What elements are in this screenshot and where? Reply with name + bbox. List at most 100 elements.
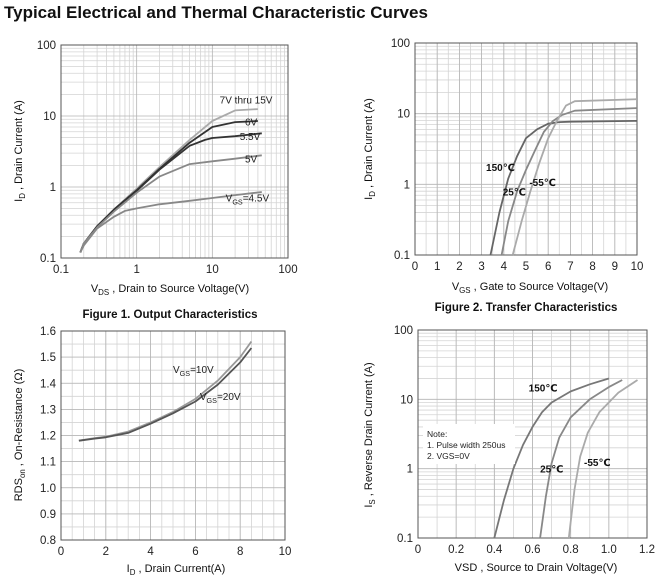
x-tick-label: 2 — [103, 546, 109, 558]
x-tick-label: 4 — [147, 546, 154, 558]
x-tick-label: 10 — [279, 546, 292, 558]
x-tick-label: 6 — [545, 261, 551, 273]
y-tick-label: 10 — [400, 394, 413, 406]
curve-label: VGS=10V — [173, 365, 214, 378]
x-tick-label: 0.2 — [448, 544, 464, 556]
y-tick-label: 1.5 — [40, 352, 56, 364]
series-line — [500, 107, 638, 256]
note-line: 1. Pulse width 250us — [427, 440, 505, 450]
y-axis-label: ID , Drain Current (A) — [13, 100, 27, 202]
y-tick-label: 10 — [43, 111, 56, 123]
x-tick-label: 3 — [478, 261, 484, 273]
y-axis-label: ID , Drain Current (A) — [363, 98, 377, 200]
y-tick-label: 1.6 — [40, 326, 56, 338]
y-tick-label: 0.1 — [397, 533, 413, 545]
x-tick-label: 1.0 — [601, 544, 617, 556]
x-tick-label: 100 — [278, 264, 297, 276]
x-axis-label: ID , Drain Current(A) — [127, 563, 226, 577]
y-tick-label: 100 — [391, 38, 410, 50]
y-tick-label: 0.9 — [40, 509, 56, 521]
x-tick-label: 10 — [206, 264, 219, 276]
curve-label: 150℃ — [486, 163, 515, 174]
output-characteristics-chart: 0.1 1 10 100 0.1 1 10 100 7V thru 15V 6V 5.5V 5V VGS… — [13, 40, 298, 321]
y-tick-label: 1 — [404, 179, 410, 191]
y-tick-label: 1.2 — [40, 431, 56, 443]
series-line — [78, 340, 253, 442]
page-title: Typical Electrical and Thermal Character… — [4, 3, 428, 22]
plot-frame — [60, 330, 286, 541]
x-tick-label: 8 — [237, 546, 243, 558]
grid — [60, 330, 286, 541]
x-tick-label: 8 — [589, 261, 595, 273]
curve-label: 5.5V — [240, 132, 261, 143]
x-tick-label: 10 — [631, 261, 644, 273]
y-tick-label: 1 — [407, 464, 413, 476]
y-axis-label: IS , Reverse Drain Current (A) — [363, 362, 377, 507]
reverse-drain-current-chart: 0 0.2 0.4 0.6 0.8 1.0 1.2 0.1 1 10 100 150℃ 25℃ -55℃ N… — [363, 325, 655, 574]
series-line — [493, 377, 610, 539]
x-tick-label: 2 — [456, 261, 462, 273]
y-tick-label: 1.1 — [40, 457, 56, 469]
curve-label: VGS=4.5V — [226, 194, 270, 207]
figure-caption: Figure 1. Output Characteristics — [82, 309, 257, 321]
x-axis-label: VGS , Gate to Source Voltage(V) — [452, 281, 608, 295]
curve-label: 150℃ — [529, 383, 558, 394]
curve-label: -55℃ — [584, 458, 611, 469]
y-tick-label: 0.8 — [40, 535, 56, 547]
series-line — [79, 132, 262, 253]
y-tick-label: 100 — [37, 40, 56, 52]
x-tick-label: 6 — [192, 546, 198, 558]
y-tick-label: 1.0 — [40, 483, 56, 495]
plot-frame — [60, 44, 289, 259]
y-axis-label: RDSon , On-Resistance (Ω) — [13, 369, 27, 502]
x-tick-label: 1 — [434, 261, 440, 273]
x-tick-label: 9 — [612, 261, 618, 273]
grid — [60, 44, 289, 259]
curve-label: 5V — [245, 155, 258, 166]
x-tick-label: 0.8 — [563, 544, 579, 556]
y-tick-label: 0.1 — [394, 250, 410, 262]
curve-label: 25℃ — [503, 187, 526, 198]
plot-frame — [414, 42, 638, 256]
x-tick-label: 0.4 — [486, 544, 503, 556]
curve-label: VGS=20V — [200, 392, 241, 405]
y-tick-label: 1.3 — [40, 404, 56, 416]
x-tick-label: 0 — [58, 546, 64, 558]
x-tick-label: 1.2 — [639, 544, 655, 556]
series-line — [79, 191, 262, 253]
y-tick-label: 1.4 — [40, 378, 57, 390]
x-axis-label: VDS , Drain to Source Voltage(V) — [91, 283, 249, 297]
grid — [414, 42, 638, 256]
y-tick-label: 100 — [394, 325, 413, 337]
note-line: Note: — [427, 429, 447, 439]
y-tick-label: 0.1 — [40, 253, 56, 265]
note-line: 2. VGS=0V — [427, 451, 470, 461]
x-tick-label: 0.6 — [525, 544, 541, 556]
note-background — [423, 424, 515, 464]
curve-label: 25℃ — [540, 465, 563, 476]
y-tick-label: 10 — [397, 109, 410, 121]
x-tick-label: 0 — [412, 261, 418, 273]
y-tick-label: 1 — [50, 182, 56, 194]
series-line — [78, 347, 253, 442]
x-tick-label: 5 — [523, 261, 529, 273]
series-line — [489, 120, 638, 256]
x-tick-label: 0.1 — [53, 264, 69, 276]
series-line — [79, 154, 262, 253]
curve-label: -55℃ — [529, 178, 556, 189]
series-line — [567, 379, 638, 539]
on-resistance-chart: 0 2 4 6 8 10 0.8 0.9 1.0 1.1 1.2 1.3 1.4 1.5 1.6 VGS=10… — [13, 326, 292, 577]
x-tick-label: 7 — [567, 261, 573, 273]
curve-label: 6V — [245, 118, 258, 129]
x-axis-label: VSD , Source to Drain Voltage(V) — [455, 562, 618, 574]
curve-label: 7V thru 15V — [220, 95, 273, 106]
transfer-characteristics-chart: 0 1 2 3 4 5 6 7 8 9 10 0.1 1 10 100 150℃ 25℃-55℃ VGS , Ga… — [363, 38, 644, 314]
figure-caption: Figure 2. Transfer Characteristics — [435, 302, 618, 314]
series-line — [511, 98, 638, 256]
x-tick-label: 1 — [133, 264, 139, 276]
x-tick-label: 0 — [415, 544, 421, 556]
series-line — [539, 379, 623, 539]
x-tick-label: 4 — [501, 261, 508, 273]
plot-frame — [417, 329, 648, 539]
